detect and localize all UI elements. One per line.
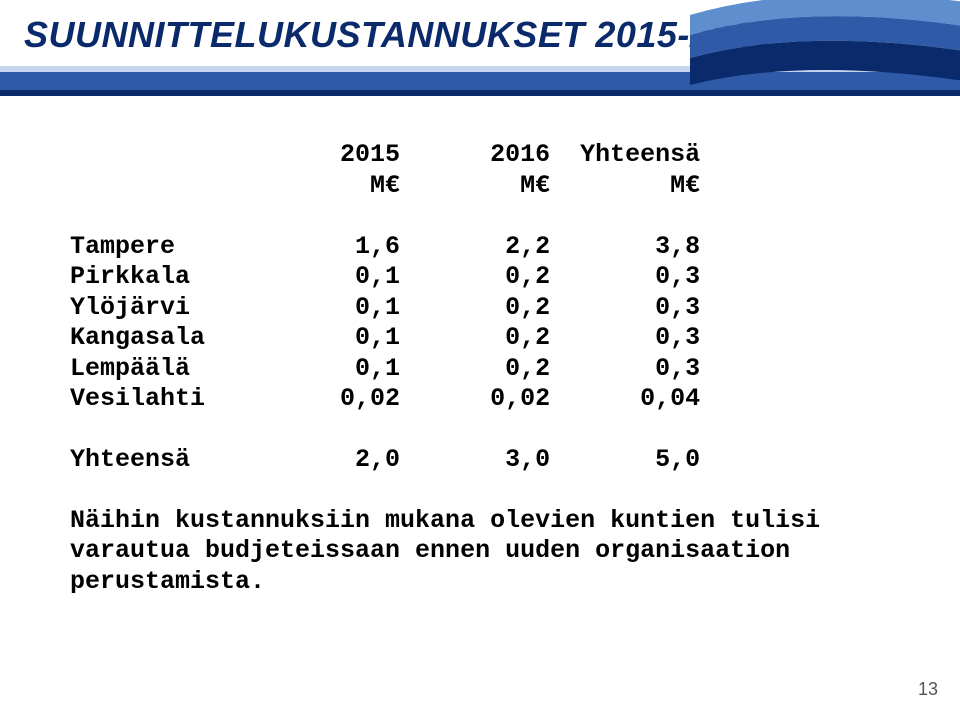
page-number: 13 (918, 679, 938, 700)
table-content: 2015 2016 Yhteensä M€ M€ M€ Tampere 1,6 … (70, 140, 900, 597)
header-row-2: M€ M€ M€ (70, 171, 900, 202)
spacer (70, 415, 900, 446)
footnote-text: Näihin kustannuksiin mukana olevien kunt… (70, 506, 850, 598)
stripe-dark (0, 90, 960, 96)
total-row: Yhteensä 2,0 3,0 5,0 (70, 445, 900, 476)
header-row-1: 2015 2016 Yhteensä (70, 140, 900, 171)
table-row: Ylöjärvi 0,1 0,2 0,3 (70, 293, 900, 324)
table-row: Pirkkala 0,1 0,2 0,3 (70, 262, 900, 293)
header-stripes (0, 66, 960, 96)
table-row: Tampere 1,6 2,2 3,8 (70, 232, 900, 263)
table-row: Vesilahti 0,02 0,02 0,04 (70, 384, 900, 415)
page-title: SUUNNITTELUKUSTANNUKSET 2015-2016 (24, 14, 772, 56)
table-row: Kangasala 0,1 0,2 0,3 (70, 323, 900, 354)
spacer (70, 201, 900, 232)
stripe-mid (0, 72, 960, 90)
table-row: Lempäälä 0,1 0,2 0,3 (70, 354, 900, 385)
